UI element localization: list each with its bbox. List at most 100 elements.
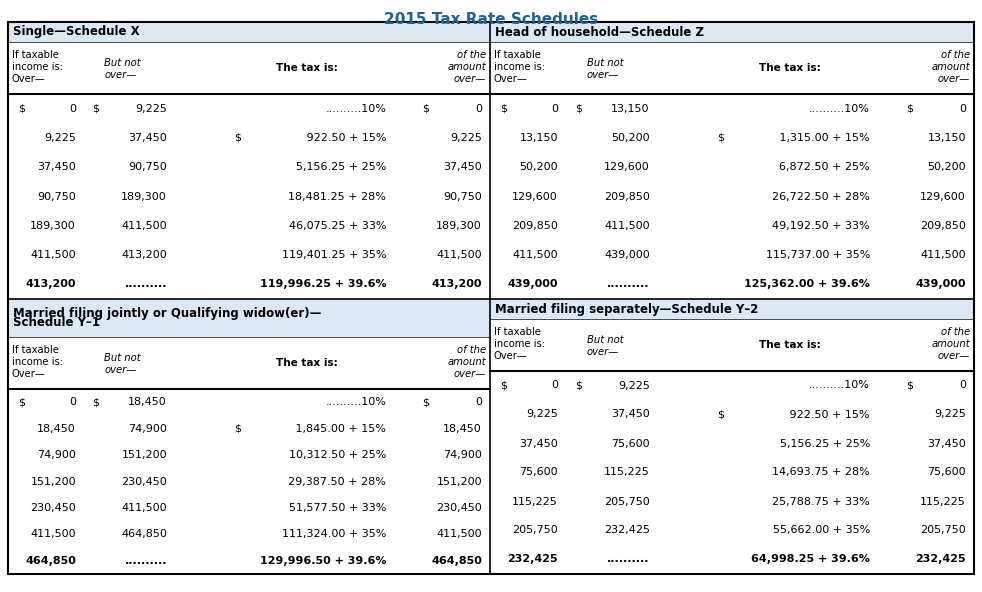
Text: income is:: income is:: [12, 357, 63, 367]
Text: 90,750: 90,750: [129, 162, 167, 172]
Text: $: $: [574, 104, 581, 114]
Text: 119,401.25 + 35%: 119,401.25 + 35%: [282, 250, 386, 260]
Text: 74,900: 74,900: [443, 450, 482, 460]
Text: 129,600: 129,600: [604, 162, 650, 172]
Text: 205,750: 205,750: [920, 526, 966, 536]
Text: Over—: Over—: [12, 74, 46, 84]
Text: 50,200: 50,200: [519, 162, 558, 172]
Text: 125,362.00 + 39.6%: 125,362.00 + 39.6%: [744, 279, 870, 289]
Text: 50,200: 50,200: [927, 162, 966, 172]
Text: 74,900: 74,900: [129, 424, 167, 434]
Text: $: $: [718, 133, 725, 143]
Text: 151,200: 151,200: [30, 477, 76, 487]
Bar: [8, 299, 490, 337]
Text: amount: amount: [448, 62, 486, 72]
Text: amount: amount: [931, 62, 970, 72]
Text: 75,600: 75,600: [611, 439, 650, 449]
Text: If taxable: If taxable: [494, 327, 541, 337]
Text: Single—Schedule X: Single—Schedule X: [13, 25, 139, 38]
Text: 464,850: 464,850: [431, 556, 482, 566]
Text: Over—: Over—: [494, 351, 528, 361]
Text: income is:: income is:: [494, 62, 545, 72]
Text: 0: 0: [551, 381, 558, 391]
Text: $: $: [18, 397, 25, 407]
Text: Schedule Y–1: Schedule Y–1: [13, 316, 100, 329]
Text: over—: over—: [938, 351, 970, 361]
Text: 26,722.50 + 28%: 26,722.50 + 28%: [772, 191, 870, 201]
Text: 115,225: 115,225: [513, 497, 558, 507]
Text: 115,737.00 + 35%: 115,737.00 + 35%: [766, 250, 870, 260]
Text: 115,225: 115,225: [604, 468, 650, 478]
Text: ..........10%: ..........10%: [809, 381, 870, 391]
Text: 232,425: 232,425: [604, 526, 650, 536]
Text: ..........10%: ..........10%: [809, 104, 870, 114]
Text: 37,450: 37,450: [519, 439, 558, 449]
Text: 439,000: 439,000: [508, 279, 558, 289]
Text: Married filing jointly or Qualifying widow(er)—: Married filing jointly or Qualifying wid…: [13, 307, 321, 320]
Text: 209,850: 209,850: [513, 221, 558, 231]
Text: 0: 0: [475, 397, 482, 407]
Text: 411,500: 411,500: [436, 529, 482, 539]
Text: 111,324.00 + 35%: 111,324.00 + 35%: [282, 529, 386, 539]
Text: 439,000: 439,000: [915, 279, 966, 289]
Text: 1,315.00 + 15%: 1,315.00 + 15%: [777, 133, 870, 143]
Text: 75,600: 75,600: [927, 468, 966, 478]
Text: 230,450: 230,450: [122, 477, 167, 487]
Text: 37,450: 37,450: [611, 410, 650, 420]
Text: ..........10%: ..........10%: [325, 397, 386, 407]
Text: 205,750: 205,750: [513, 526, 558, 536]
Text: 411,500: 411,500: [513, 250, 558, 260]
Text: 51,577.50 + 33%: 51,577.50 + 33%: [289, 503, 386, 513]
Text: 439,000: 439,000: [604, 250, 650, 260]
Bar: [490, 42, 974, 94]
Text: 0: 0: [959, 381, 966, 391]
Text: 37,450: 37,450: [37, 162, 76, 172]
Text: 151,200: 151,200: [436, 477, 482, 487]
Text: Head of household—Schedule Z: Head of household—Schedule Z: [495, 25, 704, 38]
Text: $: $: [422, 104, 429, 114]
Text: $: $: [235, 133, 242, 143]
Text: of the: of the: [941, 327, 970, 337]
Text: 46,075.25 + 33%: 46,075.25 + 33%: [289, 221, 386, 231]
Text: 18,450: 18,450: [443, 424, 482, 434]
Text: amount: amount: [448, 357, 486, 367]
Text: 922.50 + 15%: 922.50 + 15%: [787, 410, 870, 420]
Text: 232,425: 232,425: [915, 555, 966, 565]
Text: $: $: [718, 410, 725, 420]
Text: 5,156.25 + 25%: 5,156.25 + 25%: [296, 162, 386, 172]
Text: 0: 0: [475, 104, 482, 114]
Text: $: $: [906, 104, 913, 114]
Text: Over—: Over—: [12, 369, 46, 379]
Text: But not: But not: [104, 353, 141, 363]
Text: 1,845.00 + 15%: 1,845.00 + 15%: [293, 424, 386, 434]
Text: $: $: [422, 397, 429, 407]
Text: ..........: ..........: [607, 279, 650, 289]
Text: 49,192.50 + 33%: 49,192.50 + 33%: [772, 221, 870, 231]
Text: 18,481.25 + 28%: 18,481.25 + 28%: [289, 191, 386, 201]
Text: 0: 0: [551, 104, 558, 114]
Bar: [8, 42, 490, 94]
Text: 119,996.25 + 39.6%: 119,996.25 + 39.6%: [260, 279, 386, 289]
Text: But not: But not: [104, 58, 141, 68]
Text: 50,200: 50,200: [611, 133, 650, 143]
Text: of the: of the: [941, 50, 970, 60]
Bar: [490, 299, 974, 319]
Text: The tax is:: The tax is:: [276, 358, 338, 368]
Text: 232,425: 232,425: [508, 555, 558, 565]
Text: 37,450: 37,450: [443, 162, 482, 172]
Text: 189,300: 189,300: [30, 221, 76, 231]
Text: 6,872.50 + 25%: 6,872.50 + 25%: [780, 162, 870, 172]
Text: 129,600: 129,600: [920, 191, 966, 201]
Text: 209,850: 209,850: [920, 221, 966, 231]
Text: 55,662.00 + 35%: 55,662.00 + 35%: [773, 526, 870, 536]
Text: $: $: [574, 381, 581, 391]
Text: 74,900: 74,900: [37, 450, 76, 460]
Text: 115,225: 115,225: [920, 497, 966, 507]
Text: 922.50 + 15%: 922.50 + 15%: [296, 133, 386, 143]
Text: If taxable: If taxable: [12, 50, 59, 60]
Text: 0: 0: [959, 104, 966, 114]
Text: income is:: income is:: [12, 62, 63, 72]
Text: 13,150: 13,150: [611, 104, 650, 114]
Text: over—: over—: [938, 74, 970, 84]
Text: 25,788.75 + 33%: 25,788.75 + 33%: [772, 497, 870, 507]
